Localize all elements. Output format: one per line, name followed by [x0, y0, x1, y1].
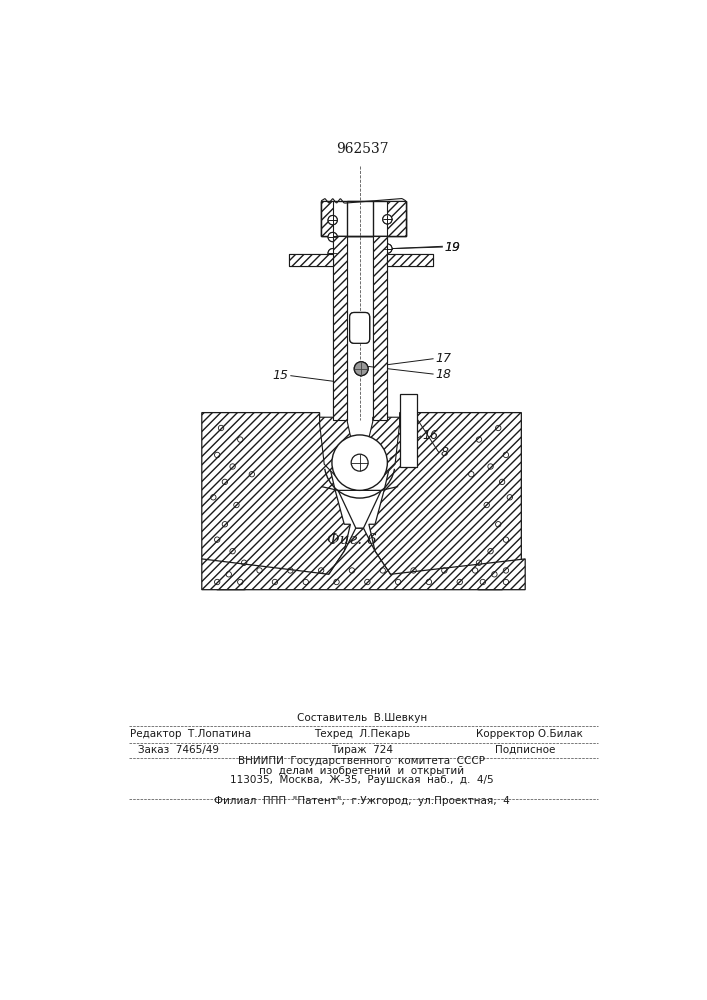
Text: Филиал  ППП  "Патент",  г.Ужгород,  ул.Проектная,  4: Филиал ППП "Патент", г.Ужгород, ул.Проек…: [214, 796, 510, 806]
Polygon shape: [334, 235, 347, 420]
Circle shape: [382, 244, 392, 253]
Polygon shape: [387, 254, 433, 266]
FancyBboxPatch shape: [350, 312, 370, 343]
Text: 17: 17: [435, 352, 451, 365]
Polygon shape: [387, 254, 433, 266]
Text: ВНИИПИ  Государственного  комитета  СССР: ВНИИПИ Государственного комитета СССР: [238, 756, 486, 766]
Text: Фиг. 6: Фиг. 6: [327, 533, 377, 547]
Polygon shape: [334, 235, 347, 420]
Text: по  делам  изобретений  и  открытий: по делам изобретений и открытий: [259, 766, 464, 776]
Polygon shape: [321, 201, 406, 235]
Text: Редактор  Т.Лопатина: Редактор Т.Лопатина: [129, 729, 251, 739]
Circle shape: [328, 249, 337, 258]
Polygon shape: [387, 201, 406, 235]
Polygon shape: [399, 394, 416, 466]
Text: 962537: 962537: [336, 142, 388, 156]
Text: 16: 16: [423, 429, 439, 442]
Text: Корректор О.Билак: Корректор О.Билак: [476, 729, 583, 739]
Text: 15: 15: [273, 369, 288, 382]
Circle shape: [382, 215, 392, 224]
Circle shape: [382, 215, 392, 224]
Polygon shape: [369, 413, 521, 590]
Text: Техред  Л.Пекарь: Техред Л.Пекарь: [314, 729, 410, 739]
Circle shape: [328, 215, 337, 225]
Text: 18: 18: [435, 368, 451, 381]
Circle shape: [328, 232, 337, 242]
Circle shape: [354, 362, 368, 376]
Circle shape: [382, 244, 392, 253]
FancyBboxPatch shape: [350, 312, 370, 343]
Polygon shape: [288, 254, 334, 266]
Text: Тираж  724: Тираж 724: [331, 745, 393, 755]
Text: 8: 8: [440, 446, 448, 459]
Polygon shape: [320, 417, 356, 477]
Polygon shape: [338, 490, 381, 528]
Text: 19: 19: [444, 241, 460, 254]
Polygon shape: [201, 413, 351, 590]
Circle shape: [328, 215, 337, 225]
Text: 19: 19: [444, 241, 460, 254]
Text: Заказ  7465/49: Заказ 7465/49: [138, 745, 219, 755]
Polygon shape: [288, 254, 334, 266]
Circle shape: [328, 232, 337, 242]
Circle shape: [351, 454, 368, 471]
Circle shape: [354, 362, 368, 376]
Text: Составитель  В.Шевкун: Составитель В.Шевкун: [297, 713, 427, 723]
Circle shape: [328, 249, 337, 258]
Polygon shape: [363, 417, 399, 477]
Text: 113035,  Москва,  Ж-35,  Раушская  наб.,  д.  4/5: 113035, Москва, Ж-35, Раушская наб., д. …: [230, 775, 493, 785]
Polygon shape: [321, 201, 334, 235]
Polygon shape: [201, 528, 525, 590]
Polygon shape: [373, 235, 387, 420]
Circle shape: [332, 435, 387, 490]
Text: Подписное: Подписное: [495, 745, 556, 755]
Polygon shape: [347, 201, 373, 235]
Polygon shape: [373, 235, 387, 420]
